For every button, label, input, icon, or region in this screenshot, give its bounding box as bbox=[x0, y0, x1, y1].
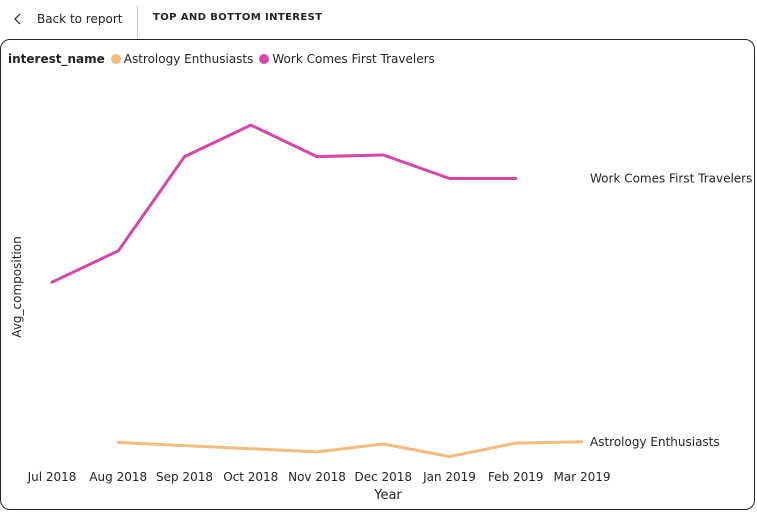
legend-item-work-comes-first-travelers[interactable]: Work Comes First Travelers bbox=[259, 52, 435, 66]
x-tick-label: Mar 2019 bbox=[554, 470, 611, 484]
legend-marker-work-travelers bbox=[259, 54, 270, 64]
chart-legend: interest_name Astrology Enthusiasts Work… bbox=[8, 50, 441, 68]
chart-card: interest_name Astrology Enthusiasts Work… bbox=[0, 39, 755, 510]
x-tick-label: Aug 2018 bbox=[89, 470, 147, 484]
series-end-label: Astrology Enthusiasts bbox=[590, 435, 720, 449]
chevron-left-icon bbox=[8, 9, 28, 29]
series-line[interactable] bbox=[50, 123, 518, 284]
line-chart: Work Comes First Travelers Astrology Enth… bbox=[10, 123, 752, 503]
legend-title: interest_name bbox=[8, 52, 105, 66]
back-to-report-button[interactable]: Back to report bbox=[8, 6, 122, 32]
x-tick-label: Jul 2018 bbox=[27, 470, 77, 484]
legend-item-astrology-enthusiasts[interactable]: Astrology Enthusiasts bbox=[110, 52, 254, 66]
series-end-label: Work Comes First Travelers bbox=[590, 172, 752, 186]
x-tick-label: Dec 2018 bbox=[354, 470, 412, 484]
legend-label: Work Comes First Travelers bbox=[272, 52, 435, 66]
series-line[interactable] bbox=[116, 440, 584, 459]
x-tick-label: Oct 2018 bbox=[223, 470, 278, 484]
x-tick-label: Sep 2018 bbox=[156, 470, 213, 484]
legend-label: Astrology Enthusiasts bbox=[123, 52, 254, 66]
back-to-report-label: Back to report bbox=[37, 12, 123, 26]
y-axis-title: Avg_composition bbox=[10, 236, 24, 337]
legend-marker-astrology bbox=[110, 54, 121, 64]
header-divider bbox=[137, 6, 138, 38]
x-tick-label: Jan 2019 bbox=[422, 470, 476, 484]
top-bar: Back to report TOP AND BOTTOM INTEREST bbox=[0, 0, 757, 38]
x-tick-label: Feb 2019 bbox=[488, 470, 544, 484]
page-title: TOP AND BOTTOM INTEREST bbox=[153, 12, 323, 23]
x-tick-label: Nov 2018 bbox=[288, 470, 346, 484]
x-axis-title: Year bbox=[373, 488, 402, 503]
